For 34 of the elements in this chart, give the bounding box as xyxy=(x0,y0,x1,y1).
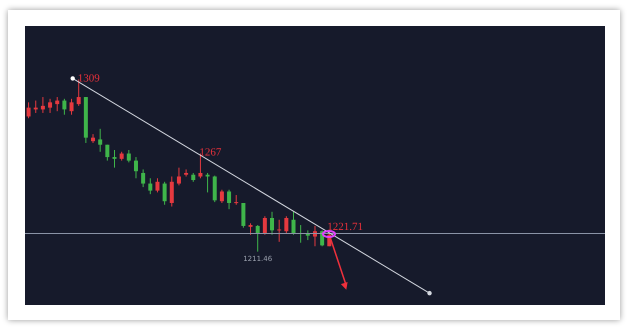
candlestick xyxy=(270,211,274,236)
candlestick xyxy=(112,150,116,168)
candlestick xyxy=(141,168,146,188)
candlestick xyxy=(105,144,110,162)
candlestick xyxy=(227,189,232,210)
candlestick xyxy=(277,219,282,242)
candlestick xyxy=(284,216,288,234)
candlestick xyxy=(220,189,224,204)
candlestick xyxy=(176,167,181,186)
candlestick xyxy=(34,100,38,114)
candlestick xyxy=(134,156,138,179)
annotation: 1267 xyxy=(199,146,222,159)
candlestick xyxy=(292,211,296,236)
candlestick xyxy=(62,98,66,116)
candlestick xyxy=(206,172,210,193)
candlestick xyxy=(98,128,102,152)
candlestick xyxy=(234,194,238,206)
candlestick xyxy=(170,176,174,208)
candlestick xyxy=(155,178,160,193)
candlestick xyxy=(262,216,267,236)
candlestick xyxy=(212,175,217,203)
candlestick xyxy=(241,202,246,228)
candlestick xyxy=(55,96,60,112)
candlestick xyxy=(162,181,167,206)
candlestick xyxy=(26,102,31,119)
ref-line-label: 1221.71 xyxy=(327,221,364,234)
candlestick xyxy=(148,178,152,195)
candlestick xyxy=(48,98,52,114)
candlestick xyxy=(40,96,45,114)
candlestick xyxy=(70,98,74,116)
candlestick xyxy=(248,222,253,236)
candlestick xyxy=(126,150,131,163)
annotation: 1309 xyxy=(78,72,100,84)
candlestick xyxy=(198,153,202,179)
